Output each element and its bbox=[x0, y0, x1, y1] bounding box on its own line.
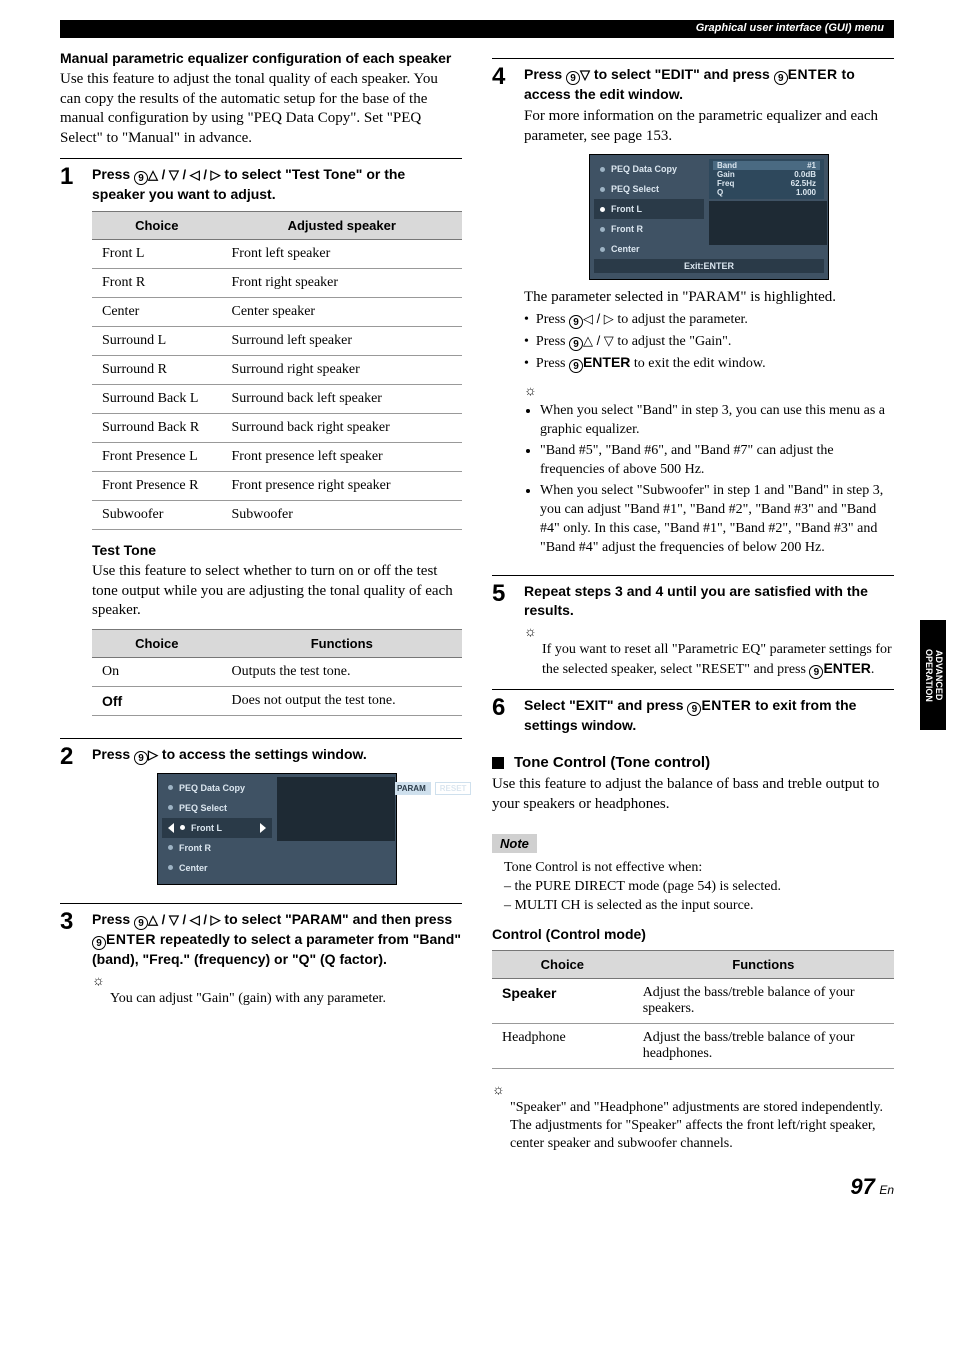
step-1: 1 Press 9△ / ▽ / ◁ / ▷ to select "Test T… bbox=[60, 165, 462, 728]
step6-title: Select "EXIT" and press 9ENTER to exit f… bbox=[524, 696, 894, 734]
step5-title: Repeat steps 3 and 4 until you are satis… bbox=[524, 582, 894, 618]
list-item: "Band #5", "Band #6", and "Band #7" can … bbox=[540, 442, 894, 480]
step-number: 2 bbox=[60, 745, 80, 893]
remote-9-icon: 9 bbox=[92, 936, 106, 950]
testtone-title: Test Tone bbox=[92, 542, 462, 558]
step4-body: For more information on the parametric e… bbox=[524, 107, 894, 146]
gui-list-item: Front R bbox=[162, 838, 272, 858]
gui-list-item: Front R bbox=[594, 219, 704, 239]
step-number: 6 bbox=[492, 696, 512, 738]
table-row: Front LFront left speaker bbox=[92, 240, 462, 269]
step-5: 5 Repeat steps 3 and 4 until you are sat… bbox=[492, 582, 894, 679]
tone-tip: "Speaker" and "Headphone" adjustments ar… bbox=[492, 1099, 894, 1154]
table-row: Front RFront right speaker bbox=[92, 269, 462, 298]
table-row: HeadphoneAdjust the bass/treble balance … bbox=[492, 1024, 894, 1069]
tip-icon bbox=[92, 972, 462, 990]
table-row: Surround Back LSurround back left speake… bbox=[92, 385, 462, 414]
table-header: Choice bbox=[492, 951, 633, 979]
gui-footer: Exit:ENTER bbox=[594, 259, 824, 273]
remote-9-icon: 9 bbox=[809, 665, 823, 679]
tip-icon bbox=[492, 1081, 894, 1099]
side-tab: ADVANCEDOPERATION bbox=[920, 620, 946, 730]
table-row: SpeakerAdjust the bass/treble balance of… bbox=[492, 979, 894, 1024]
remote-9-icon: 9 bbox=[687, 702, 701, 716]
table-row: Front Presence RFront presence right spe… bbox=[92, 472, 462, 501]
table-row: OnOutputs the test tone. bbox=[92, 657, 462, 686]
step-4: 4 Press 9▽ to select "EDIT" and press 9E… bbox=[492, 65, 894, 565]
table-header: Functions bbox=[633, 951, 894, 979]
step2-title: Press 9▷ to access the settings window. bbox=[92, 745, 462, 765]
page-number: 97 En bbox=[60, 1174, 894, 1200]
step-2: 2 Press 9▷ to access the settings window… bbox=[60, 745, 462, 893]
gui-list-item: PEQ Data Copy bbox=[594, 159, 704, 179]
table-row: OffDoes not output the test tone. bbox=[92, 686, 462, 715]
subsection-title: Manual parametric equalizer configuratio… bbox=[60, 50, 462, 66]
subsection-body: Use this feature to adjust the tonal qua… bbox=[60, 70, 462, 148]
gui-button: PARAM bbox=[392, 782, 431, 795]
gui-screenshot-settings: PEQ Data CopyPEQ SelectFront LFront RCen… bbox=[157, 773, 397, 885]
table-header: Choice bbox=[92, 629, 222, 657]
step3-title: Press 9△ / ▽ / ◁ / ▷ to select "PARAM" a… bbox=[92, 910, 462, 968]
step-number: 5 bbox=[492, 582, 512, 679]
gui-param-row: Q1.000 bbox=[713, 188, 820, 197]
header-breadcrumb: Graphical user interface (GUI) menu bbox=[60, 20, 894, 38]
table-header: Functions bbox=[222, 629, 463, 657]
step4-after: The parameter selected in "PARAM" is hig… bbox=[524, 288, 894, 308]
step3-tip: You can adjust "Gain" (gain) with any pa… bbox=[92, 990, 462, 1008]
list-item: When you select "Band" in step 3, you ca… bbox=[540, 402, 894, 440]
step5-tip: If you want to reset all "Parametric EQ"… bbox=[524, 641, 894, 679]
step-6: 6 Select "EXIT" and press 9ENTER to exit… bbox=[492, 696, 894, 738]
remote-9-icon: 9 bbox=[134, 171, 148, 185]
remote-9-icon: 9 bbox=[134, 916, 148, 930]
gui-list-item: PEQ Select bbox=[594, 179, 704, 199]
remote-9-icon: 9 bbox=[774, 71, 788, 85]
gui-list-item: Front L bbox=[162, 818, 272, 838]
step-number: 3 bbox=[60, 910, 80, 1008]
gui-list-item: Center bbox=[162, 858, 272, 878]
table-header: Choice bbox=[92, 212, 222, 240]
step1-title: Press 9△ / ▽ / ◁ / ▷ to select "Test Ton… bbox=[92, 165, 462, 203]
gui-list-item: Center bbox=[594, 239, 704, 259]
remote-9-icon: 9 bbox=[566, 71, 580, 85]
tone-body: Use this feature to adjust the balance o… bbox=[492, 775, 894, 814]
gui-param-row: Gain0.0dB bbox=[713, 170, 820, 179]
table-row: CenterCenter speaker bbox=[92, 298, 462, 327]
control-mode-table: Choice Functions SpeakerAdjust the bass/… bbox=[492, 950, 894, 1069]
testtone-table: Choice Functions OnOutputs the test tone… bbox=[92, 629, 462, 716]
table-row: Front Presence LFront presence left spea… bbox=[92, 443, 462, 472]
speaker-choice-table: Choice Adjusted speaker Front LFront lef… bbox=[92, 211, 462, 530]
list-item: When you select "Subwoofer" in step 1 an… bbox=[540, 482, 894, 558]
table-row: Surround LSurround left speaker bbox=[92, 327, 462, 356]
list-item: • Press 9◁ / ▷ to adjust the parameter. bbox=[524, 310, 894, 330]
note-label: Note bbox=[492, 834, 537, 853]
tone-control-heading: Tone Control (Tone control) bbox=[492, 754, 894, 771]
gui-screenshot-edit: PEQ Data CopyPEQ SelectFront LFront RCen… bbox=[589, 154, 829, 280]
step4-title: Press 9▽ to select "EDIT" and press 9ENT… bbox=[524, 65, 894, 103]
step-3: 3 Press 9△ / ▽ / ◁ / ▷ to select "PARAM"… bbox=[60, 910, 462, 1008]
tip-icon bbox=[524, 623, 894, 641]
note-body: Tone Control is not effective when: – th… bbox=[492, 859, 894, 916]
gui-list-item: Front L bbox=[594, 199, 704, 219]
control-mode-title: Control (Control mode) bbox=[492, 926, 894, 942]
gui-param-row: Freq62.5Hz bbox=[713, 179, 820, 188]
gui-param-row: Band#1 bbox=[713, 161, 820, 170]
table-row: Surround RSurround right speaker bbox=[92, 356, 462, 385]
list-item: • Press 9△ / ▽ to adjust the "Gain". bbox=[524, 332, 894, 352]
tip-icon bbox=[524, 382, 894, 400]
step-number: 1 bbox=[60, 165, 80, 728]
right-column: 4 Press 9▽ to select "EDIT" and press 9E… bbox=[492, 50, 894, 1154]
table-header: Adjusted speaker bbox=[222, 212, 463, 240]
gui-list-item: PEQ Select bbox=[162, 798, 272, 818]
gui-button: RESET bbox=[435, 782, 472, 795]
square-bullet-icon bbox=[492, 757, 504, 769]
list-item: • Press 9ENTER to exit the edit window. bbox=[524, 353, 894, 374]
table-row: Surround Back RSurround back right speak… bbox=[92, 414, 462, 443]
gui-list-item: PEQ Data Copy bbox=[162, 778, 272, 798]
testtone-body: Use this feature to select whether to tu… bbox=[92, 562, 462, 621]
step-number: 4 bbox=[492, 65, 512, 565]
table-row: SubwooferSubwoofer bbox=[92, 501, 462, 530]
left-column: Manual parametric equalizer configuratio… bbox=[60, 50, 462, 1154]
remote-9-icon: 9 bbox=[134, 751, 148, 765]
